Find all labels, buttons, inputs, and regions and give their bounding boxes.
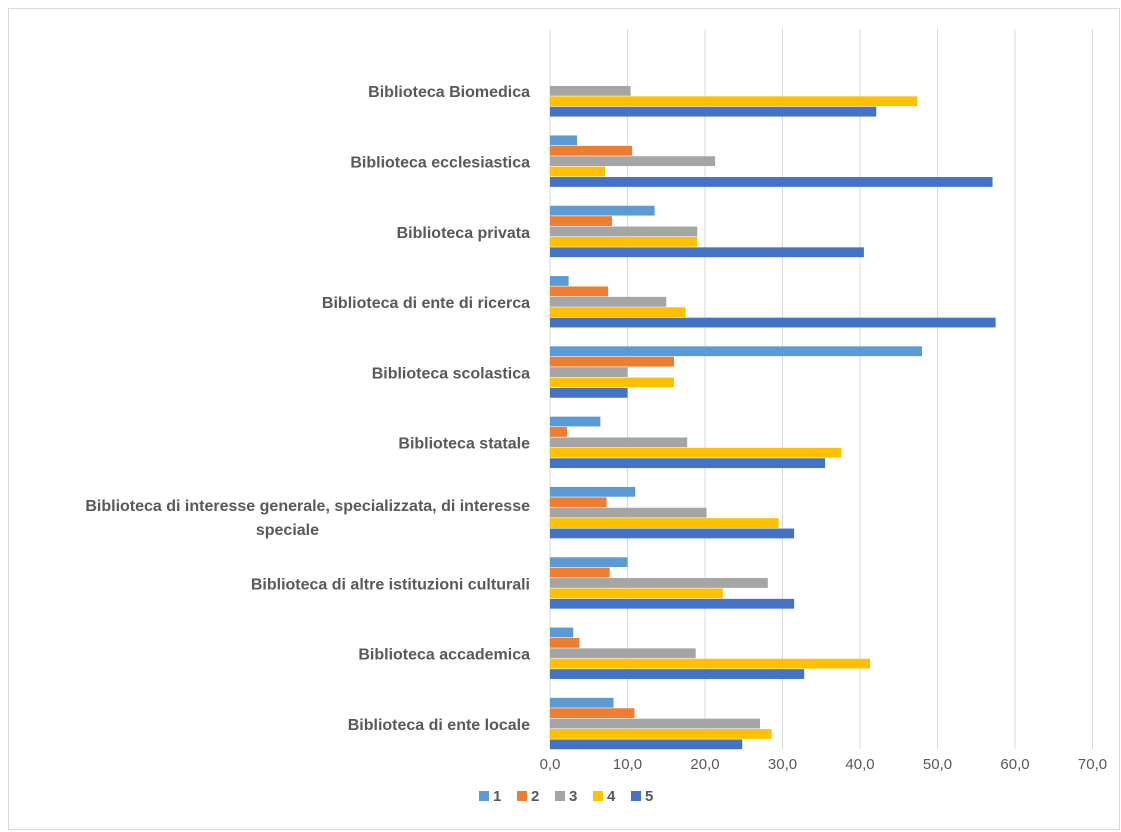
bar-series-2 [550, 356, 674, 367]
legend-label: 2 [531, 788, 539, 805]
bar-series-5 [550, 106, 877, 117]
bar-series-5 [550, 177, 993, 187]
category-label: Biblioteca di altre istituzioni cultural… [251, 576, 530, 593]
category-labels: Biblioteca Biomedica Biblioteca ecclesias… [85, 84, 530, 734]
bar-series-3 [550, 367, 628, 377]
legend-label: 4 [607, 788, 616, 805]
bar-series-3 [550, 648, 696, 659]
bar-series-1 [550, 135, 578, 146]
legend-label: 5 [645, 788, 653, 805]
category-label: Biblioteca ecclesiastica [350, 154, 530, 171]
x-tick-label: 0,0 [540, 756, 561, 773]
bar-series-3 [550, 437, 688, 448]
bar-series-2 [550, 497, 607, 508]
bar-series-5 [550, 317, 996, 328]
legend: 1 2 3 4 5 [479, 788, 653, 805]
bar-chart: Biblioteca Biomedica Biblioteca ecclesias… [85, 29, 1108, 805]
category-label-line: Biblioteca di interesse generale, specia… [85, 498, 530, 515]
bar-series-4 [550, 588, 723, 599]
bar-series-2 [550, 216, 612, 226]
bar-series-5 [550, 387, 628, 398]
bar-series-2 [550, 427, 568, 437]
x-tick-label: 30,0 [768, 756, 797, 773]
bar-series-1 [550, 486, 636, 497]
bar-series-4 [550, 166, 606, 177]
x-tick-label: 60,0 [1000, 756, 1029, 773]
chart-area: Biblioteca Biomedica Biblioteca ecclesias… [8, 8, 1120, 830]
bar-series-1 [550, 697, 614, 708]
x-tick-label: 20,0 [690, 756, 719, 773]
bar-series-1 [550, 557, 628, 568]
gridlines [549, 29, 1093, 749]
bar-series-5 [550, 247, 864, 258]
legend-swatch-5 [631, 791, 641, 801]
bar-series-3 [550, 226, 698, 237]
x-tick-label: 10,0 [613, 756, 642, 773]
bar-series-4 [550, 447, 842, 458]
legend-swatch-2 [517, 791, 527, 801]
bar-series-4 [550, 307, 686, 318]
bar-series-5 [550, 598, 795, 609]
bar-series-4 [550, 377, 674, 388]
category-label: Biblioteca accademica [358, 647, 530, 664]
bar-series-5 [550, 739, 743, 750]
bar-series-3 [550, 296, 667, 307]
bar-series-5 [550, 458, 826, 469]
bar-series-3 [550, 156, 716, 167]
category-label-line: speciale [256, 522, 319, 539]
bars [550, 85, 996, 750]
bar-series-2 [550, 286, 609, 297]
bar-series-5 [550, 669, 805, 679]
x-tick-label: 50,0 [923, 756, 952, 773]
bar-series-3 [550, 718, 761, 729]
legend-label: 1 [493, 788, 501, 805]
bar-series-2 [550, 637, 580, 648]
category-label: Biblioteca di interesse generale, specia… [85, 498, 530, 539]
bar-series-4 [550, 236, 698, 247]
category-label: Biblioteca privata [397, 225, 530, 242]
bar-series-3 [550, 507, 707, 518]
bar-series-4 [550, 729, 772, 739]
category-label: Biblioteca scolastica [372, 365, 530, 382]
bar-series-1 [550, 627, 574, 638]
bar-series-1 [550, 416, 601, 427]
bar-series-4 [550, 96, 918, 107]
legend-swatch-3 [555, 791, 565, 801]
bar-series-2 [550, 708, 635, 719]
category-label: Biblioteca di ente locale [348, 717, 530, 734]
legend-swatch-4 [593, 791, 603, 801]
x-tick-label: 40,0 [845, 756, 874, 773]
legend-label: 3 [569, 788, 577, 805]
bar-series-3 [550, 85, 631, 96]
x-tick-label: 70,0 [1078, 756, 1107, 773]
bar-series-4 [550, 518, 779, 528]
bar-series-5 [550, 528, 795, 539]
bar-series-1 [550, 276, 569, 286]
category-label: Biblioteca di ente di ricerca [322, 295, 530, 312]
bar-series-2 [550, 567, 610, 578]
x-tick-labels: 0,0 10,0 20,0 30,0 40,0 50,0 60,0 70,0 [540, 756, 1108, 773]
category-label: Biblioteca statale [398, 436, 530, 453]
bar-series-1 [550, 205, 655, 216]
bar-series-4 [550, 658, 871, 669]
bar-series-3 [550, 578, 768, 588]
bar-series-1 [550, 346, 922, 357]
legend-swatch-1 [479, 791, 489, 801]
category-label: Biblioteca Biomedica [368, 84, 530, 101]
bar-series-2 [550, 145, 633, 156]
